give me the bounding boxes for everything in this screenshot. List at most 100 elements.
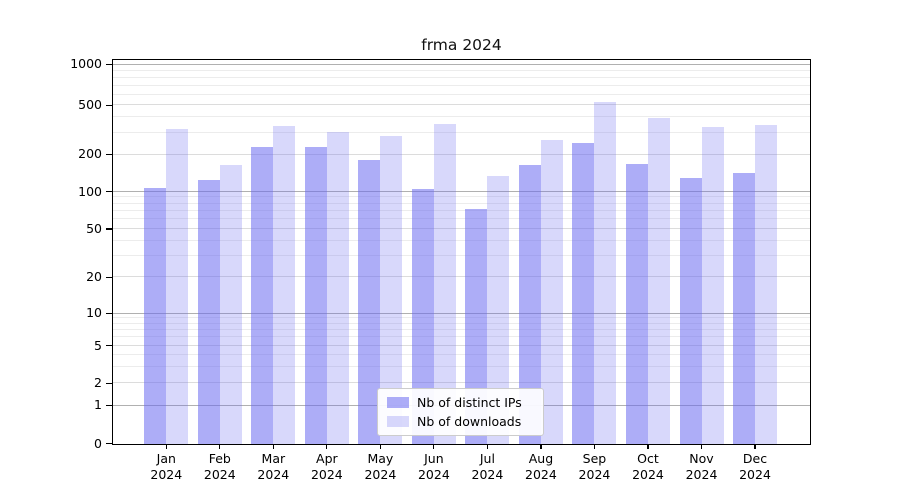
x-tick-month: Sep: [582, 451, 607, 466]
x-tick-mark: [593, 444, 596, 449]
y-tick-mark: [106, 312, 112, 315]
x-tick-label: Mar 2024: [245, 451, 301, 483]
x-tick-mark: [700, 444, 703, 449]
y-tick-label: 2: [94, 375, 102, 391]
minor-gridline: [113, 353, 810, 355]
bar-distinct-ips: [144, 187, 167, 444]
y-tick-label: 5: [94, 337, 102, 353]
y-tick-label: 20: [86, 269, 102, 285]
minor-gridline: [113, 317, 810, 319]
y-tick-label: 500: [78, 97, 102, 113]
x-tick-mark: [379, 444, 381, 449]
x-tick-mark: [486, 444, 488, 449]
y-tick-label: 1000: [70, 56, 102, 72]
x-tick-label: Sep 2024: [566, 451, 622, 483]
x-tick-month: Nov: [689, 451, 714, 466]
x-tick-year: 2024: [364, 467, 397, 482]
bar-downloads: [487, 176, 510, 444]
x-tick-year: 2024: [739, 467, 771, 482]
major-gridline: [113, 190, 810, 192]
y-tick-label: 50: [86, 221, 102, 236]
x-tick-label: Nov 2024: [674, 451, 730, 483]
bar-downloads: [380, 135, 403, 444]
x-tick-year: 2024: [150, 467, 183, 482]
x-tick-year: 2024: [578, 467, 611, 482]
y-tick-mark: [106, 153, 112, 156]
y-tick-label: 0: [94, 435, 102, 451]
legend-swatch-distinct-ips: [387, 397, 409, 408]
y-tick-label: 200: [78, 146, 102, 162]
x-tick-year: 2024: [632, 467, 664, 482]
y-tick-label: 1: [94, 397, 102, 413]
minor-gridline: [113, 218, 810, 220]
minor-gridline: [113, 329, 810, 331]
x-tick-year: 2024: [310, 467, 343, 482]
x-tick-label: Dec 2024: [727, 451, 783, 483]
y-tick-mark: [106, 228, 112, 230]
legend: Nb of distinct IPs Nb of downloads: [377, 388, 544, 436]
bar-distinct-ips: [465, 209, 488, 444]
major-gridline: [113, 276, 810, 278]
y-tick-mark: [106, 63, 112, 66]
bar-distinct-ips: [679, 178, 702, 444]
bar-downloads: [647, 117, 670, 444]
x-tick-label: Aug 2024: [513, 451, 569, 483]
minor-gridline: [113, 196, 810, 198]
y-tick-label: 10: [86, 305, 102, 321]
bar-downloads: [594, 102, 617, 444]
x-tick-label: May 2024: [352, 451, 408, 483]
legend-entry-distinct-ips: Nb of distinct IPs: [387, 395, 543, 411]
x-tick-year: 2024: [471, 467, 504, 482]
bar-downloads: [326, 132, 349, 444]
minor-gridline: [113, 69, 810, 71]
major-gridline: [113, 63, 810, 65]
major-gridline: [113, 344, 810, 346]
x-tick-month: Feb: [208, 451, 231, 466]
legend-label-distinct-ips: Nb of distinct IPs: [417, 395, 522, 410]
minor-gridline: [113, 93, 810, 95]
x-tick-month: Jul: [479, 451, 495, 466]
bar-downloads: [540, 140, 563, 444]
x-tick-label: Apr 2024: [299, 451, 355, 483]
bar-distinct-ips: [251, 147, 274, 444]
bar-distinct-ips: [304, 147, 327, 444]
y-tick-mark: [106, 276, 112, 279]
y-tick-label: 100: [78, 183, 102, 199]
x-tick-label: Jul 2024: [459, 451, 515, 483]
bar-distinct-ips: [572, 143, 595, 444]
x-tick-year: 2024: [257, 467, 290, 482]
bar-downloads: [433, 123, 456, 444]
bar-distinct-ips: [358, 160, 381, 444]
bar-downloads: [273, 126, 296, 444]
x-tick-month: Mar: [261, 451, 286, 466]
x-tick-mark: [754, 444, 756, 449]
minor-gridline: [113, 239, 810, 241]
bar-downloads: [166, 128, 189, 444]
x-tick-month: May: [367, 451, 394, 466]
x-tick-mark: [165, 444, 167, 449]
y-tick-mark: [106, 442, 112, 445]
bar-distinct-ips: [733, 172, 756, 444]
x-tick-mark: [647, 444, 649, 449]
y-tick-mark: [106, 382, 112, 384]
x-tick-month: Jan: [156, 451, 176, 466]
x-tick-month: Oct: [637, 451, 659, 466]
x-tick-month: Apr: [316, 451, 338, 466]
x-tick-year: 2024: [203, 467, 236, 482]
x-tick-year: 2024: [685, 467, 718, 482]
minor-gridline: [113, 365, 810, 367]
minor-gridline: [113, 255, 810, 257]
x-tick-mark: [272, 444, 274, 449]
y-tick-mark: [106, 404, 112, 407]
minor-gridline: [113, 209, 810, 211]
major-gridline: [113, 382, 810, 384]
major-gridline: [113, 228, 810, 230]
minor-gridline: [113, 322, 810, 324]
x-tick-mark: [433, 444, 435, 449]
minor-gridline: [113, 84, 810, 86]
major-gridline: [113, 104, 810, 106]
x-tick-label: Feb 2024: [192, 451, 248, 483]
x-tick-year: 2024: [417, 467, 450, 482]
x-tick-mark: [219, 444, 221, 449]
bar-distinct-ips: [197, 180, 220, 444]
